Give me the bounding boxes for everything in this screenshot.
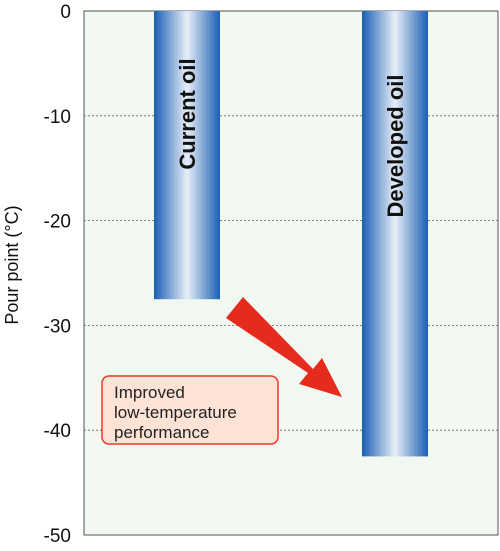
plot-area bbox=[83, 10, 499, 536]
annotation-line-2: low-temperature bbox=[114, 403, 237, 422]
y-axis-label: Pour point (°C) bbox=[2, 205, 22, 324]
bars: Current oil Developed oil bbox=[154, 11, 428, 457]
bar-label: Developed oil bbox=[383, 74, 408, 217]
annotation-box: Improved low-temperature performance bbox=[101, 375, 279, 445]
bar-developed-oil bbox=[362, 11, 428, 457]
y-tick-label: -40 bbox=[44, 421, 71, 442]
annotation-line-3: performance bbox=[114, 423, 209, 442]
bar-current-oil bbox=[154, 11, 220, 300]
y-tick-label: -50 bbox=[44, 526, 71, 547]
annotation-line-1: Improved bbox=[114, 383, 185, 402]
y-axis-ticks: 0 -10 -20 -30 -40 -50 bbox=[44, 2, 71, 547]
y-tick-label: -20 bbox=[44, 212, 71, 233]
y-tick-label: -10 bbox=[44, 107, 71, 128]
improvement-arrow bbox=[226, 297, 342, 397]
bar-label: Current oil bbox=[175, 58, 200, 169]
y-tick-label: 0 bbox=[60, 2, 71, 23]
y-tick-label: -30 bbox=[44, 316, 71, 337]
